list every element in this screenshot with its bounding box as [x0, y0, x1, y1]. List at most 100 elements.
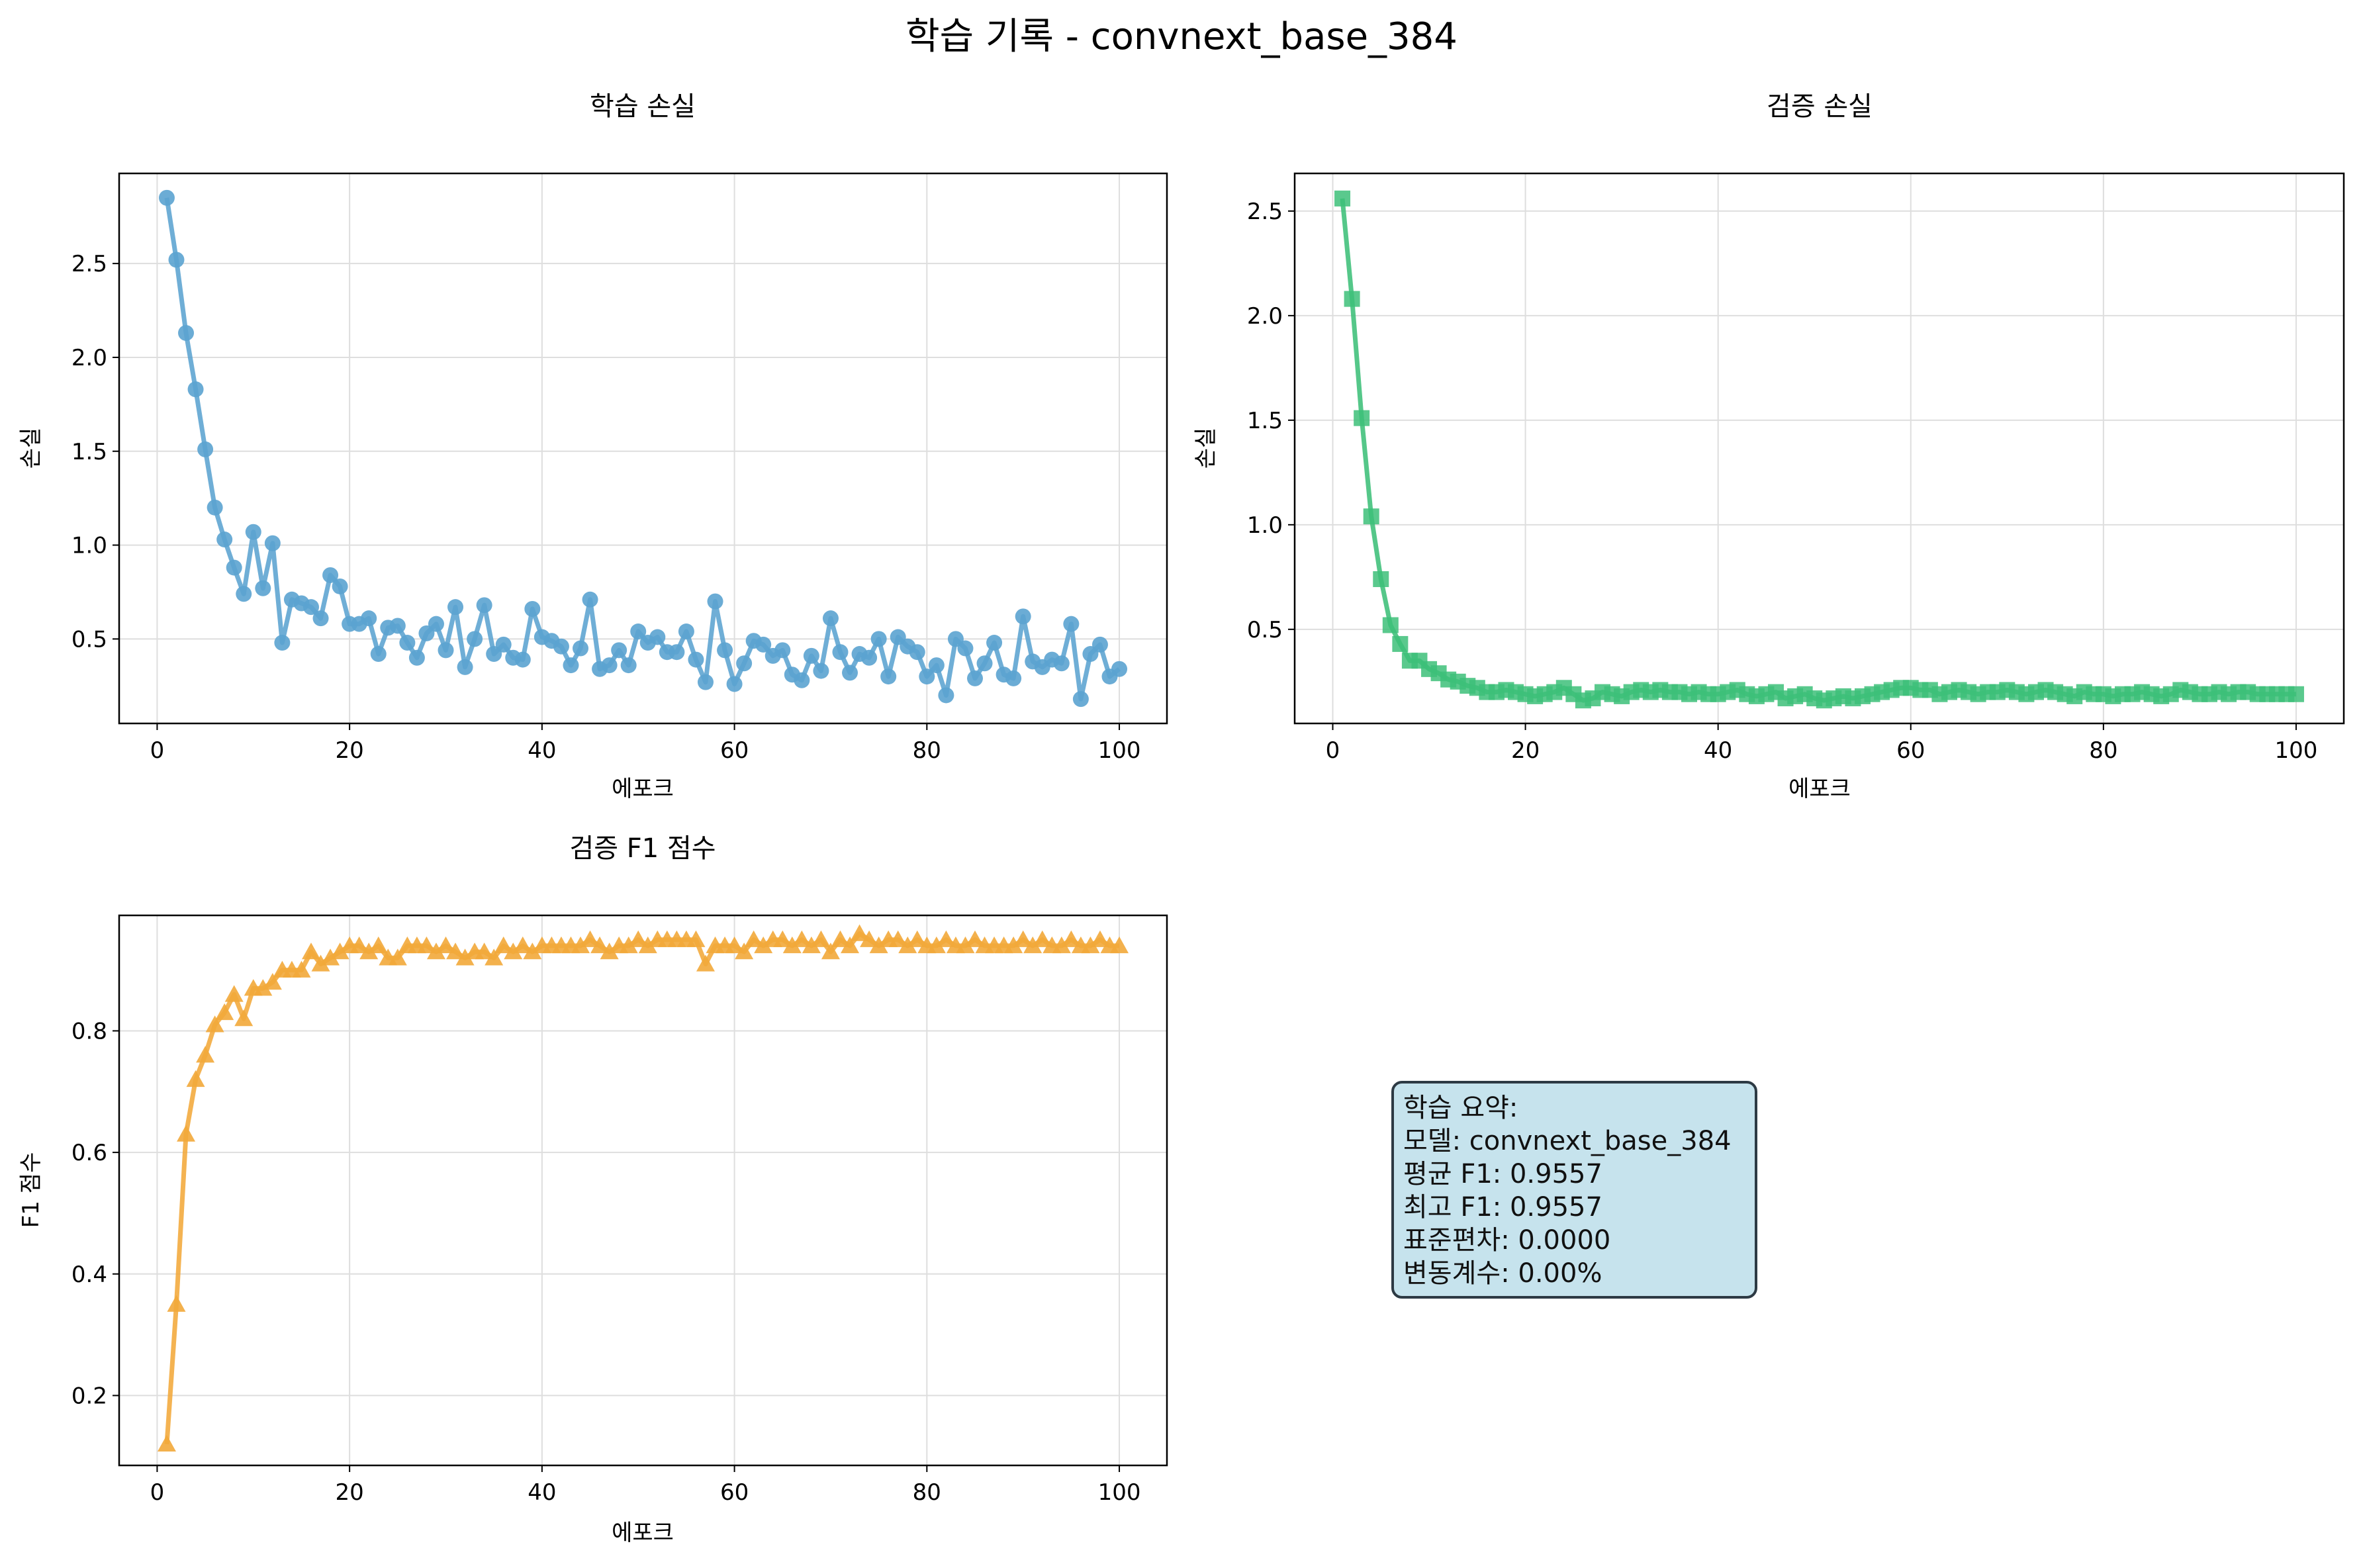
val-f1-point [629, 930, 648, 947]
val-loss-panel: 검증 손실 0 20 40 60 80 100 0.5 1.0 1.5 2.0 2.5 에포크 손실 [1193, 91, 2345, 802]
train-loss-point [524, 600, 541, 617]
val-f1-point [696, 954, 715, 972]
val-f1-point [802, 936, 821, 954]
train-loss-point [842, 665, 858, 681]
train-loss-point [255, 580, 271, 596]
train-loss-point [1053, 655, 1070, 672]
train-loss-point [986, 635, 1003, 651]
train-loss-point [976, 655, 993, 672]
figure-title: 학습 기록 - convnext_base_384 [905, 15, 1458, 58]
train-loss-point [688, 651, 704, 668]
val-f1-point [869, 936, 888, 954]
train-loss-point [264, 535, 281, 551]
train-loss-point [187, 381, 204, 398]
val-f1-point [937, 930, 956, 947]
train-loss-point [726, 676, 743, 692]
train-loss-point [669, 644, 685, 661]
val-f1-point [1004, 936, 1023, 954]
val-loss-xtick-label: 0 [1326, 737, 1340, 764]
val-loss-line [1340, 198, 2296, 703]
val-loss-xlabel: 에포크 [1788, 776, 1851, 802]
val-f1-point [186, 1070, 205, 1087]
val-f1-point [638, 936, 657, 954]
train-loss-point [938, 687, 954, 704]
train-loss-point [919, 669, 935, 685]
val-f1-point [831, 930, 850, 947]
train-loss-xtick-label: 80 [913, 737, 941, 764]
train-loss-point [1111, 661, 1128, 677]
train-loss-point [794, 672, 810, 688]
val-f1-point [1062, 930, 1081, 947]
val-f1-point [455, 948, 475, 966]
train-loss-xtick-label: 40 [528, 737, 556, 764]
val-loss-axes-frame [1293, 172, 2345, 725]
val-f1-point [1023, 936, 1042, 954]
val-f1-point [292, 960, 311, 978]
train-loss-xtick-label: 0 [150, 737, 165, 764]
val-loss-ytick-label: 2.0 [1247, 303, 1283, 330]
train-loss-point [158, 189, 175, 206]
val-f1-xtick-label: 100 [1098, 1479, 1141, 1506]
train-loss-point [274, 635, 291, 651]
val-f1-point [811, 930, 831, 947]
train-loss-point [717, 642, 733, 659]
val-f1-point [927, 936, 946, 954]
val-f1-point [619, 936, 638, 954]
train-loss-point [967, 670, 984, 686]
train-loss-xlabel: 에포크 [612, 776, 674, 802]
val-f1-point [330, 943, 349, 960]
val-f1-point [888, 930, 907, 947]
train-loss-point [438, 642, 454, 659]
val-f1-point [157, 1434, 176, 1452]
val-loss-xtick-label: 20 [1511, 737, 1540, 764]
train-loss-point [1091, 636, 1108, 653]
val-f1-point [234, 1009, 254, 1027]
train-loss-ylabel: 손실 [18, 428, 44, 469]
val-f1-point [1052, 936, 1071, 954]
train-loss-grid [119, 173, 1167, 723]
train-loss-point [649, 629, 666, 645]
train-loss-point [1005, 670, 1022, 686]
val-f1-line [164, 931, 1119, 1445]
val-f1-point [1033, 930, 1052, 947]
val-f1-axes-frame [118, 914, 1168, 1467]
train-loss-point [302, 599, 319, 616]
train-loss-point [226, 559, 242, 576]
val-f1-point [205, 1015, 224, 1033]
train-loss-point [582, 591, 598, 608]
val-f1-point [311, 954, 330, 972]
train-loss-point [408, 649, 425, 666]
train-loss-title: 학습 손실 [590, 91, 696, 122]
train-loss-point [216, 531, 233, 548]
val-f1-point [956, 936, 975, 954]
val-f1-title: 검증 F1 점수 [569, 833, 716, 864]
val-f1-point [349, 936, 369, 954]
summary-std: 표준편차: 0.0000 [1403, 1225, 1611, 1256]
val-loss-point [1354, 410, 1370, 426]
val-loss-series [1334, 190, 2304, 709]
train-loss-point [168, 252, 185, 268]
train-loss-point [620, 657, 637, 674]
val-loss-ytick-label: 1.0 [1247, 512, 1283, 539]
train-loss-point [467, 631, 483, 647]
val-f1-ytick-label: 0.6 [71, 1140, 107, 1166]
train-loss-xtick-label: 100 [1098, 737, 1141, 764]
train-loss-ytick-label: 0.5 [71, 626, 107, 653]
train-loss-point [611, 642, 627, 659]
train-loss-point [928, 657, 945, 674]
val-f1-xtick-label: 20 [336, 1479, 364, 1506]
val-f1-point [224, 985, 244, 1002]
train-loss-point [707, 593, 723, 610]
val-f1-point [1013, 930, 1033, 947]
train-loss-point [573, 640, 589, 657]
val-f1-point [388, 948, 407, 966]
val-f1-ytick-label: 0.8 [71, 1018, 107, 1044]
summary-cv: 변동계수: 0.00% [1403, 1258, 1602, 1289]
train-loss-line [164, 197, 1121, 702]
val-f1-point [321, 948, 340, 966]
val-f1-point [263, 973, 282, 990]
train-loss-point [755, 636, 772, 653]
train-loss-point [861, 649, 878, 666]
val-f1-point [177, 1125, 196, 1142]
